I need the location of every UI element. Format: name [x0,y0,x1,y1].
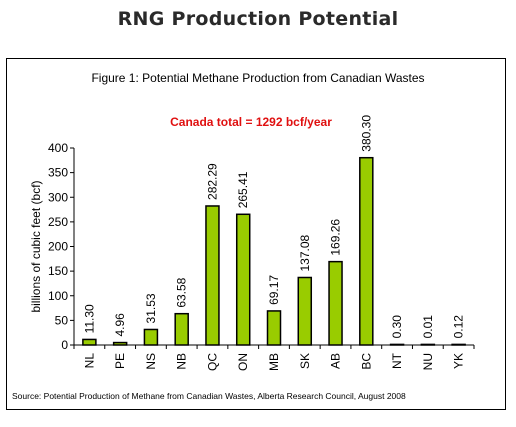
data-label-pe: 4.96 [113,313,127,337]
x-tick-label-pe: PE [113,353,127,369]
bar-sk [297,276,313,346]
x-tick-label-ns: NS [144,353,158,370]
x-tick-label-mb: MB [267,353,281,371]
y-tick-label: 100 [48,289,68,303]
x-tick-label-nl: NL [82,353,96,369]
bar-ab [328,260,343,346]
x-tick-label-qc: QC [205,353,219,371]
bar-nb [174,312,189,346]
y-tick-label: 400 [48,141,68,155]
bar-pe [112,341,128,346]
x-tick-label-on: ON [236,353,250,371]
x-tick-label-bc: BC [359,353,373,370]
data-label-nu: 0.01 [421,315,435,339]
x-tick-label-nu: NU [421,353,435,370]
x-tick-label-yk: YK [452,353,466,369]
x-tick-label-nt: NT [390,352,404,369]
y-tick-label: 300 [48,190,68,204]
bar-on [235,213,251,346]
data-label-ab: 169.26 [329,219,343,256]
bar-nt [389,343,405,346]
y-tick-label: 0 [61,338,68,352]
y-tick-label: 250 [48,215,68,229]
bar-nu [420,343,436,346]
y-tick-label: 150 [48,264,68,278]
axes: 0 50 100 150 200 250 300 350 400 [48,141,475,352]
y-tick-label: 50 [55,313,69,327]
x-tick-label-ab: AB [329,353,343,369]
data-label-nt: 0.30 [390,315,404,339]
data-label-yk: 0.12 [452,315,466,339]
y-tick-label: 350 [48,166,68,180]
data-label-nl: 11.30 [82,304,96,333]
bar-bc [359,156,374,346]
bars [82,156,466,346]
chart-frame [6,58,506,410]
data-label-on: 265.41 [236,171,250,208]
x-tick-label-nb: NB [175,353,189,370]
data-label-bc: 380.30 [359,115,373,152]
bar-mb [266,310,282,346]
bar-nl [82,338,97,346]
y-axis-label: billions of cubic feet (bcf) [29,180,43,312]
bar-ns [143,328,159,346]
data-label-nb: 63.58 [175,277,189,307]
chart-title: Figure 1: Potential Methane Production f… [91,71,424,85]
data-label-sk: 137.08 [298,234,312,271]
page-title: RNG Production Potential [117,8,399,30]
x-tick-label-sk: SK [298,353,312,369]
data-label-mb: 69.17 [267,275,281,305]
chart-annotation: Canada total = 1292 bcf/year [170,115,332,129]
bar-yk [451,343,466,346]
data-label-ns: 31.53 [144,293,158,323]
bar-qc [205,205,220,346]
source-note: Source: Potential Production of Methane … [12,391,406,401]
labels: 11.30 NL 4.96 PE 31.53 NS 63.58 NB 282.29 QC 265.4… [82,115,465,371]
y-tick-label: 200 [48,240,68,254]
data-label-qc: 282.29 [205,163,219,200]
